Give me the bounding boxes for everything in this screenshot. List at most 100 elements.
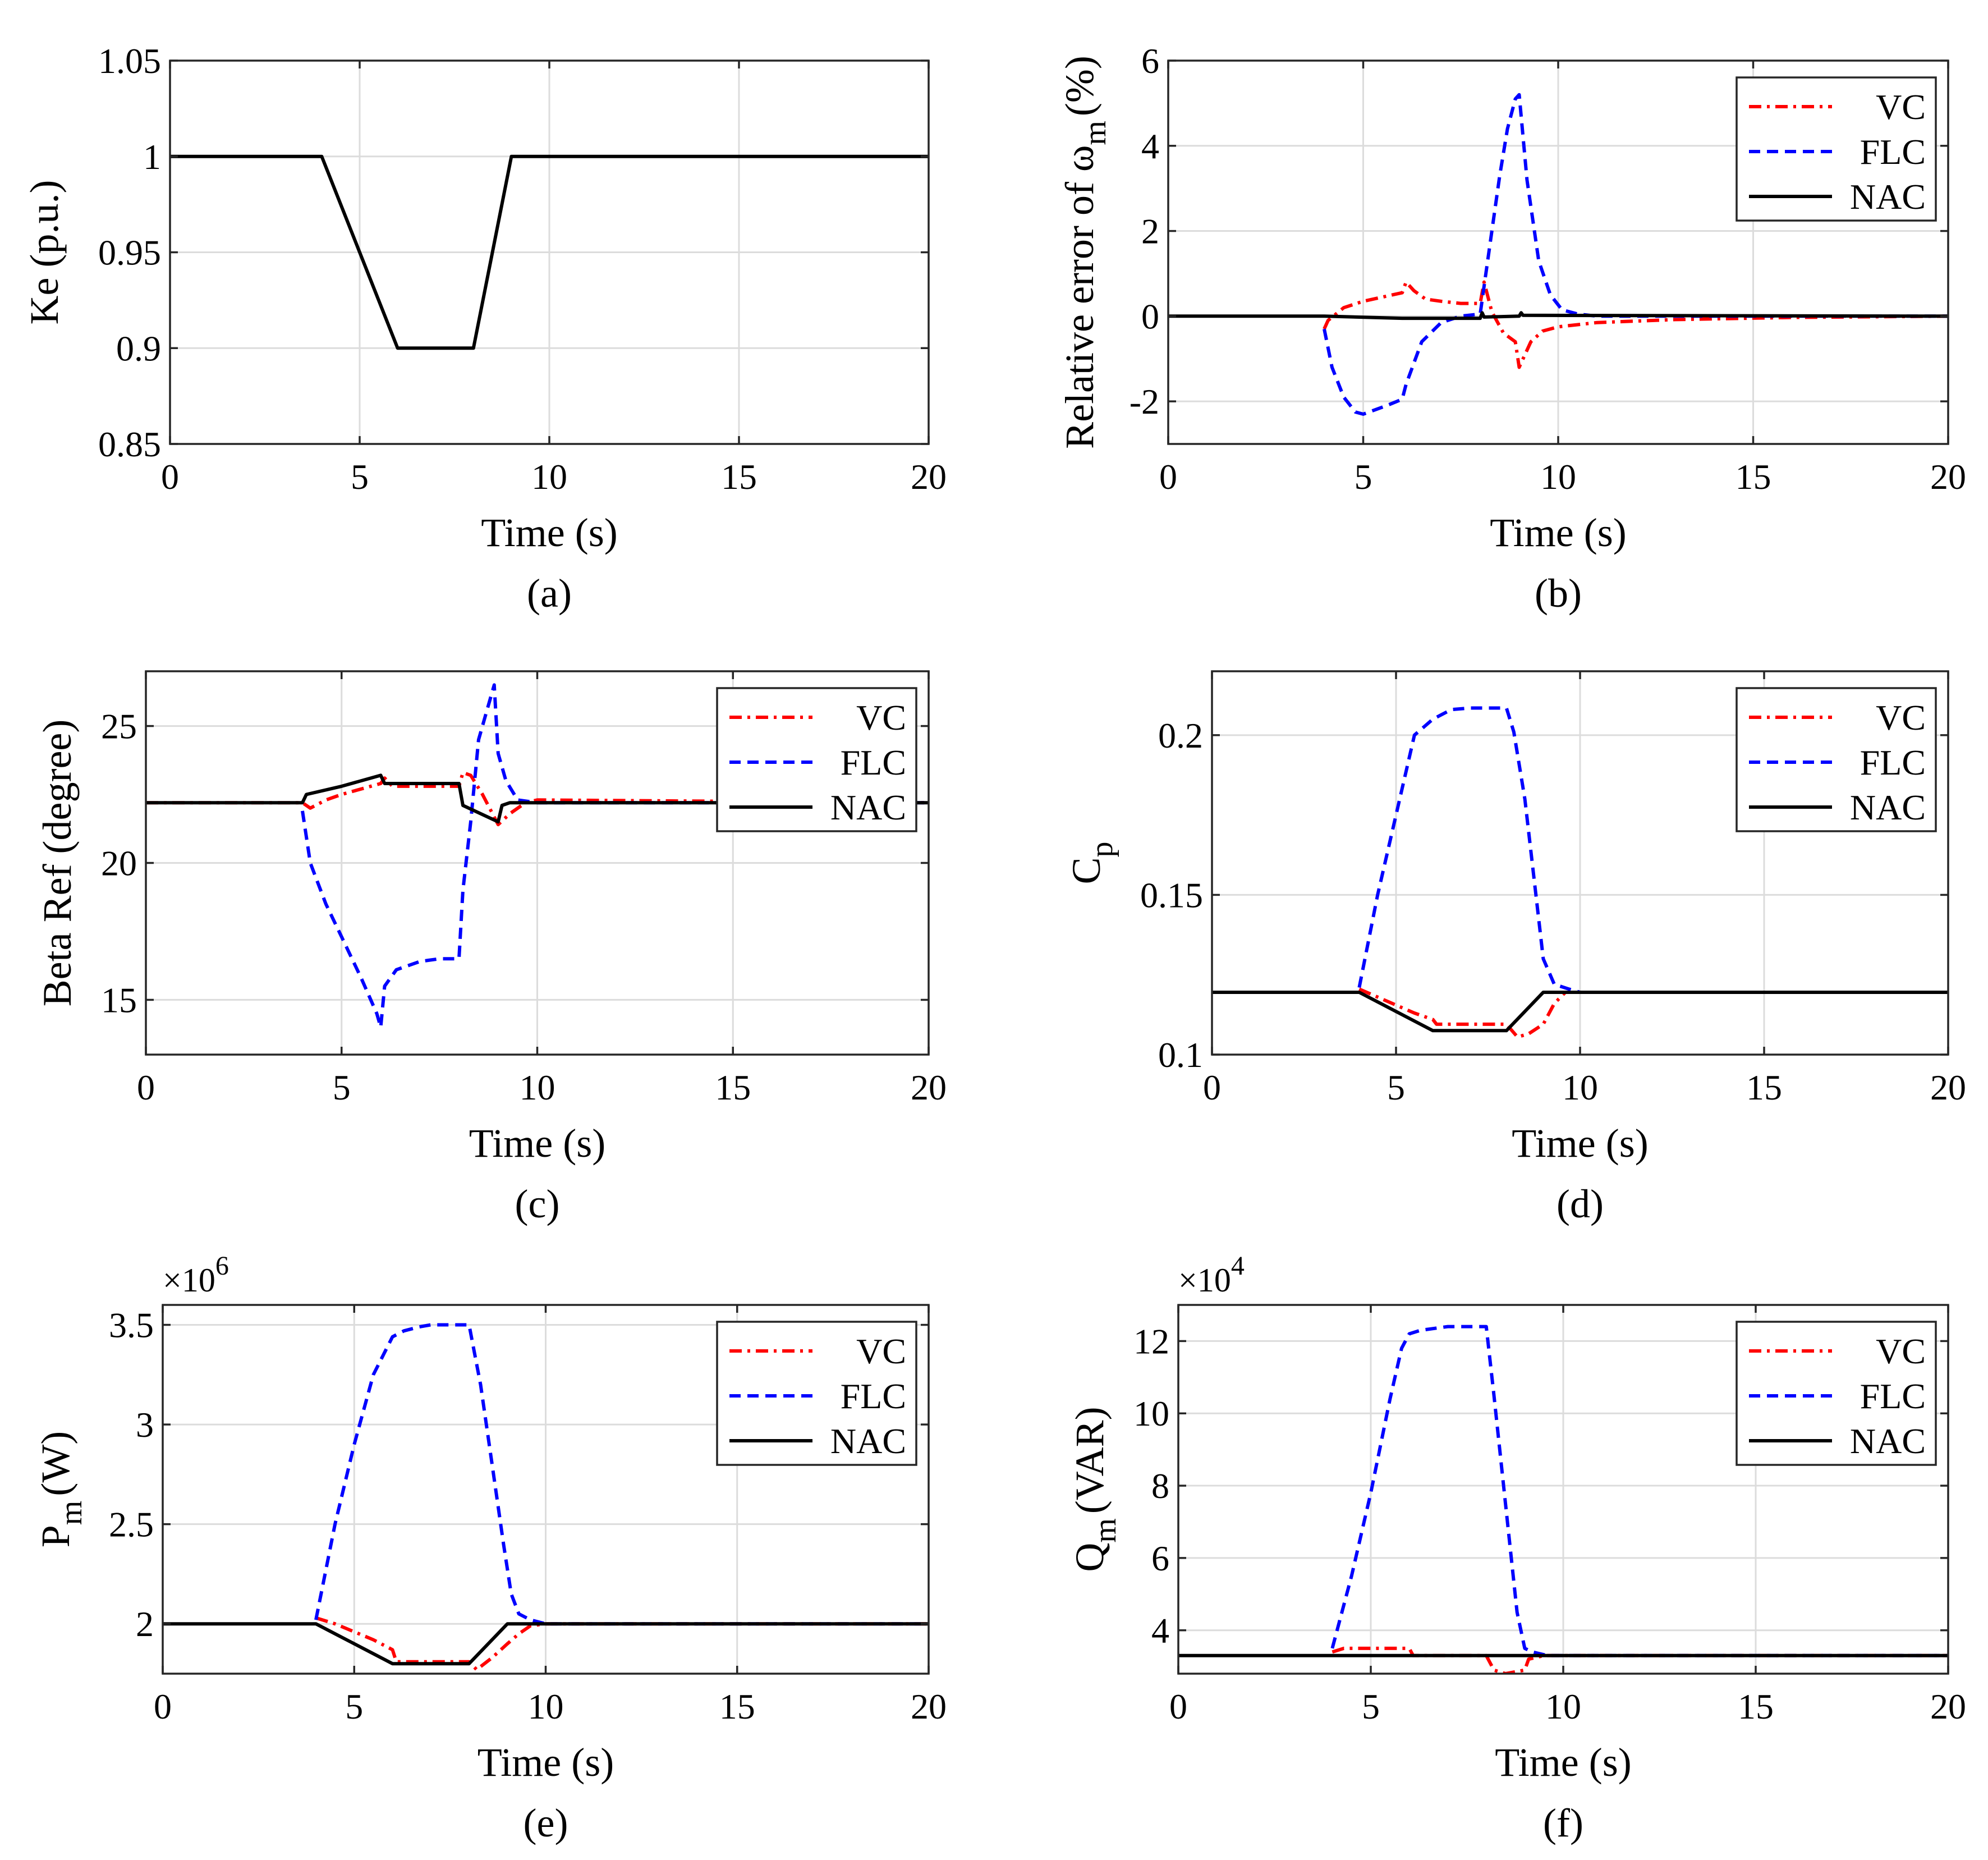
panel-caption: (b) — [1535, 571, 1582, 616]
x-tick-label: 0 — [1159, 457, 1177, 497]
x-axis-label: Time (s) — [1512, 1121, 1648, 1166]
legend-label-nac: NAC — [830, 1421, 906, 1461]
y-tick-label: 4 — [1151, 1611, 1169, 1651]
y-tick-label: 0.85 — [98, 424, 161, 464]
y-tick-label: 8 — [1151, 1466, 1169, 1506]
x-tick-label: 20 — [911, 1068, 947, 1107]
x-tick-label: 10 — [520, 1068, 555, 1107]
x-tick-label: 0 — [154, 1687, 172, 1726]
legend: VC FLC NAC — [1736, 1321, 1937, 1466]
y-tick-label: 6 — [1141, 41, 1159, 81]
legend: VC FLC NAC — [1736, 76, 1937, 222]
y-axis-label-suffix: (VAR) — [1067, 1407, 1112, 1514]
x-axis-label: Time (s) — [469, 1121, 605, 1166]
legend-label-nac: NAC — [830, 787, 906, 827]
legend-label-flc: FLC — [1860, 743, 1926, 782]
x-tick-label: 20 — [911, 457, 947, 497]
series-line-vc — [1332, 1646, 1948, 1674]
x-tick-label: 10 — [1540, 457, 1576, 497]
series-line-flc — [301, 683, 929, 1029]
x-tick-label: 5 — [345, 1687, 363, 1726]
x-tick-label: 15 — [715, 1068, 751, 1107]
y-tick-label: 15 — [101, 980, 137, 1020]
panel-caption: (f) — [1543, 1801, 1583, 1845]
legend: VC FLC NAC — [716, 687, 917, 832]
legend-label-vc: VC — [856, 1331, 906, 1371]
y-tick-label: 4 — [1141, 126, 1159, 166]
panel-caption: (a) — [527, 571, 572, 616]
legend-label-nac: NAC — [1850, 1421, 1926, 1461]
y-tick-label: -2 — [1130, 382, 1159, 422]
y-axis-label: Ke (p.u.) — [22, 180, 67, 325]
y-axis-label-subscript: m — [1078, 121, 1113, 145]
legend-label-vc: VC — [1876, 698, 1926, 737]
y-axis-label: Beta Ref (degree) — [35, 720, 80, 1007]
legend-label-flc: FLC — [1860, 132, 1926, 172]
x-tick-label: 10 — [531, 457, 567, 497]
x-tick-label: 5 — [333, 1068, 351, 1107]
series-line-vc — [315, 1616, 929, 1671]
y-tick-label: 10 — [1133, 1394, 1169, 1433]
y-tick-label: 2.5 — [109, 1505, 154, 1545]
legend-label-nac: NAC — [1850, 787, 1926, 827]
y-axis-label-suffix: (%) — [1057, 56, 1102, 116]
x-tick-label: 5 — [1362, 1687, 1380, 1726]
x-axis-label: Time (s) — [1490, 510, 1626, 555]
x-tick-label: 10 — [1562, 1068, 1598, 1107]
series-line-nac — [1212, 991, 1948, 1033]
y-tick-label: 2 — [136, 1604, 154, 1644]
series-line-flc — [314, 1323, 929, 1626]
y-tick-label: 3 — [136, 1405, 154, 1445]
x-tick-label: 20 — [1930, 457, 1966, 497]
x-tick-label: 0 — [137, 1068, 155, 1107]
y-axis-label-suffix: (W) — [33, 1431, 78, 1496]
legend-label-flc: FLC — [841, 743, 906, 782]
y-tick-label: 12 — [1133, 1321, 1169, 1361]
y-axis-label-main: Ke (p.u.) — [22, 180, 67, 325]
panel-caption: (c) — [515, 1181, 560, 1226]
chart-panel-c: 0 5 10 15 20 15 20 25 Time (s) (c) Beta Ref (degre… — [35, 670, 947, 1226]
series-line-vc — [146, 771, 929, 827]
y-tick-label: 0.2 — [1158, 716, 1203, 755]
x-tick-label: 0 — [1203, 1068, 1221, 1107]
chart-panel-a: 0 5 10 15 20 0.85 0.9 0.95 1 1.05 Time (s) (a) Ke (p… — [22, 41, 947, 616]
y-axis-label: Pm (W) — [33, 1431, 89, 1548]
y-axis-label-main: C — [1064, 857, 1109, 884]
x-axis-label: Time (s) — [478, 1740, 614, 1785]
axis-multiplier: ×104 — [1178, 1251, 1245, 1299]
y-tick-label: 25 — [101, 707, 137, 746]
x-tick-label: 15 — [719, 1687, 755, 1726]
series-line-nac — [146, 773, 929, 824]
y-axis-label-subscript: m — [54, 1501, 89, 1525]
series-line-nac — [1168, 311, 1948, 320]
y-axis-label: Cp — [1064, 841, 1119, 884]
series-line-flc — [1330, 1325, 1948, 1657]
y-axis-label-main: P — [33, 1525, 78, 1547]
panel-caption: (d) — [1557, 1181, 1604, 1226]
y-tick-label: 0.9 — [116, 328, 161, 368]
x-tick-label: 0 — [161, 457, 179, 497]
series-line-nac — [163, 1622, 929, 1666]
y-tick-label: 1 — [143, 137, 161, 177]
y-tick-label: 0.95 — [98, 233, 161, 273]
legend-label-vc: VC — [1876, 87, 1926, 127]
series-line-flc — [1323, 93, 1948, 416]
x-tick-label: 20 — [1930, 1068, 1966, 1107]
legend-label-vc: VC — [1876, 1331, 1926, 1371]
panel-caption: (e) — [524, 1801, 568, 1845]
multiplier-exponent: 4 — [1231, 1251, 1245, 1281]
x-tick-label: 20 — [1930, 1687, 1966, 1726]
y-axis-label-subscript: m — [1088, 1518, 1123, 1543]
series-line-vc — [1358, 987, 1948, 1039]
x-tick-label: 10 — [528, 1687, 564, 1726]
x-tick-label: 15 — [1738, 1687, 1774, 1726]
legend-label-flc: FLC — [841, 1376, 906, 1416]
legend-label-nac: NAC — [1850, 177, 1926, 217]
x-tick-label: 15 — [721, 457, 757, 497]
y-tick-label: 0.15 — [1140, 875, 1203, 915]
y-tick-label: 0 — [1141, 296, 1159, 336]
legend-label-flc: FLC — [1860, 1376, 1926, 1416]
chart-panel-e: 0 5 10 15 20 2 2.5 3 3.5 Time (s) (e) Pm (W) ×106 VC FL… — [33, 1251, 947, 1845]
